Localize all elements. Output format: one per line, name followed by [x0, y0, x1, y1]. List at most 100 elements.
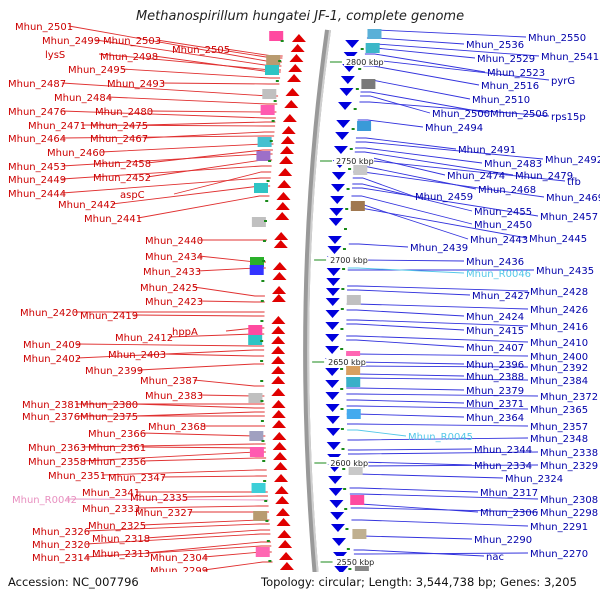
- gene-label[interactable]: aspC: [120, 190, 145, 201]
- gene-label[interactable]: Mhun_2449: [8, 175, 66, 186]
- gene-label[interactable]: Mhun_2348: [530, 434, 588, 445]
- gene-label[interactable]: Mhun_2434: [145, 252, 203, 263]
- gene-label[interactable]: Mhun_2516: [481, 81, 539, 92]
- gene-label[interactable]: Mhun_2469: [546, 193, 600, 204]
- gene-label[interactable]: Mhun_2347: [108, 473, 166, 484]
- gene-label[interactable]: Mhun_2550: [528, 33, 586, 44]
- gene-label[interactable]: Mhun_2523: [487, 68, 545, 79]
- gene-label[interactable]: hppA: [172, 327, 198, 338]
- gene-label[interactable]: Mhun_2366: [88, 429, 146, 440]
- forward-gene-arrow[interactable]: [274, 474, 289, 482]
- gene-label[interactable]: Mhun_2464: [8, 134, 66, 145]
- reverse-gene-arrow[interactable]: [326, 268, 341, 276]
- gene-label[interactable]: Mhun_2442: [58, 200, 116, 211]
- reverse-gene-arrow[interactable]: [328, 488, 343, 496]
- gene-label[interactable]: Mhun_2500: [432, 109, 490, 120]
- gene-label[interactable]: Mhun_2471: [28, 121, 86, 132]
- gene-label[interactable]: Mhun_2403: [108, 350, 166, 361]
- reverse-gene-arrow[interactable]: [326, 278, 341, 286]
- forward-gene-arrow[interactable]: [277, 180, 292, 188]
- gene-label[interactable]: Mhun_2304: [150, 553, 208, 564]
- reverse-gene-arrow[interactable]: [334, 566, 349, 574]
- reverse-gene-arrow[interactable]: [329, 500, 344, 508]
- gene-label[interactable]: Mhun_2298: [540, 508, 598, 519]
- forward-gene-arrow[interactable]: [278, 168, 293, 176]
- forward-gene-arrow[interactable]: [273, 240, 288, 248]
- gene-label[interactable]: Mhun_2383: [145, 391, 203, 402]
- reverse-gene-arrow[interactable]: [335, 132, 350, 140]
- reverse-gene-arrow[interactable]: [327, 246, 342, 254]
- gene-label[interactable]: Mhun_2356: [88, 457, 146, 468]
- gene-label[interactable]: tfb: [567, 177, 581, 188]
- reverse-gene-arrow[interactable]: [330, 524, 345, 532]
- reverse-gene-arrow[interactable]: [330, 512, 345, 520]
- gene-label[interactable]: Mhun_2372: [540, 392, 598, 403]
- gene-label[interactable]: Mhun_2475: [90, 121, 148, 132]
- forward-gene-arrow[interactable]: [271, 400, 286, 408]
- gene-label[interactable]: Mhun_2435: [536, 266, 594, 277]
- reverse-gene-arrow[interactable]: [325, 368, 340, 376]
- reverse-gene-arrow[interactable]: [325, 322, 340, 330]
- gene-label[interactable]: Mhun_2428: [530, 287, 588, 298]
- gene-label[interactable]: Mhun_2308: [540, 495, 598, 506]
- gene-label[interactable]: Mhun_2400: [530, 352, 588, 363]
- rna-label[interactable]: Mhun_R0046: [466, 269, 531, 280]
- gene-label[interactable]: Mhun_2291: [530, 522, 588, 533]
- gene-label[interactable]: Mhun_2491: [458, 145, 516, 156]
- gene-label[interactable]: Mhun_2412: [115, 333, 173, 344]
- forward-gene-arrow[interactable]: [271, 410, 286, 418]
- gene-label[interactable]: Mhun_2363: [28, 443, 86, 454]
- gene-label[interactable]: Mhun_2365: [530, 405, 588, 416]
- gene-label[interactable]: Mhun_2445: [529, 234, 587, 245]
- gene-label[interactable]: Mhun_2501: [15, 22, 73, 33]
- gene-label[interactable]: Mhun_2493: [107, 79, 165, 90]
- gene-label[interactable]: Mhun_2480: [95, 107, 153, 118]
- gene-label[interactable]: Mhun_2425: [140, 283, 198, 294]
- gene-label[interactable]: Mhun_2495: [68, 65, 126, 76]
- gene-label[interactable]: Mhun_2484: [54, 93, 112, 104]
- reverse-gene-arrow[interactable]: [325, 334, 340, 342]
- forward-gene-arrow[interactable]: [280, 136, 295, 144]
- forward-gene-arrow[interactable]: [271, 388, 286, 396]
- gene-label[interactable]: Mhun_2333: [82, 504, 140, 515]
- gene-label[interactable]: Mhun_2460: [47, 148, 105, 159]
- reverse-gene-arrow[interactable]: [328, 218, 343, 226]
- reverse-gene-arrow[interactable]: [331, 184, 346, 192]
- gene-label[interactable]: nac: [486, 552, 504, 563]
- gene-label[interactable]: Mhun_2483: [484, 159, 542, 170]
- forward-gene-arrow[interactable]: [275, 212, 290, 220]
- gene-label[interactable]: Mhun_2419: [80, 311, 138, 322]
- gene-label[interactable]: Mhun_2402: [23, 354, 81, 365]
- forward-gene-arrow[interactable]: [282, 114, 297, 122]
- forward-gene-arrow[interactable]: [272, 442, 287, 450]
- forward-gene-arrow[interactable]: [274, 232, 289, 240]
- reverse-gene-arrow[interactable]: [340, 76, 355, 84]
- gene-label[interactable]: Mhun_2407: [466, 343, 524, 354]
- reverse-gene-arrow[interactable]: [326, 442, 341, 450]
- reverse-gene-arrow[interactable]: [325, 298, 340, 306]
- gene-label[interactable]: Mhun_2381: [22, 400, 80, 411]
- reverse-gene-arrow[interactable]: [336, 120, 351, 128]
- gene-label[interactable]: rps15p: [551, 112, 586, 123]
- gene-label[interactable]: Mhun_2306: [480, 508, 538, 519]
- reverse-gene-arrow[interactable]: [331, 538, 346, 546]
- gene-label[interactable]: Mhun_2392: [530, 363, 588, 374]
- gene-label[interactable]: Mhun_2426: [530, 305, 588, 316]
- forward-gene-arrow[interactable]: [275, 202, 290, 210]
- reverse-gene-arrow[interactable]: [325, 416, 340, 424]
- gene-label[interactable]: Mhun_2334: [474, 461, 532, 472]
- gene-label[interactable]: Mhun_2351: [48, 471, 106, 482]
- forward-gene-arrow[interactable]: [272, 420, 287, 428]
- forward-gene-arrow[interactable]: [279, 156, 294, 164]
- forward-gene-arrow[interactable]: [275, 508, 290, 516]
- gene-label[interactable]: Mhun_2459: [415, 192, 473, 203]
- reverse-gene-arrow[interactable]: [331, 172, 346, 180]
- gene-label[interactable]: Mhun_2317: [480, 488, 538, 499]
- gene-label[interactable]: Mhun_2325: [88, 521, 146, 532]
- gene-label[interactable]: Mhun_2420: [20, 308, 78, 319]
- forward-gene-arrow[interactable]: [272, 286, 287, 294]
- reverse-gene-arrow[interactable]: [325, 404, 340, 412]
- gene-label[interactable]: Mhun_2444: [8, 189, 66, 200]
- gene-label[interactable]: Mhun_2503: [103, 36, 161, 47]
- gene-label[interactable]: Mhun_2338: [540, 448, 598, 459]
